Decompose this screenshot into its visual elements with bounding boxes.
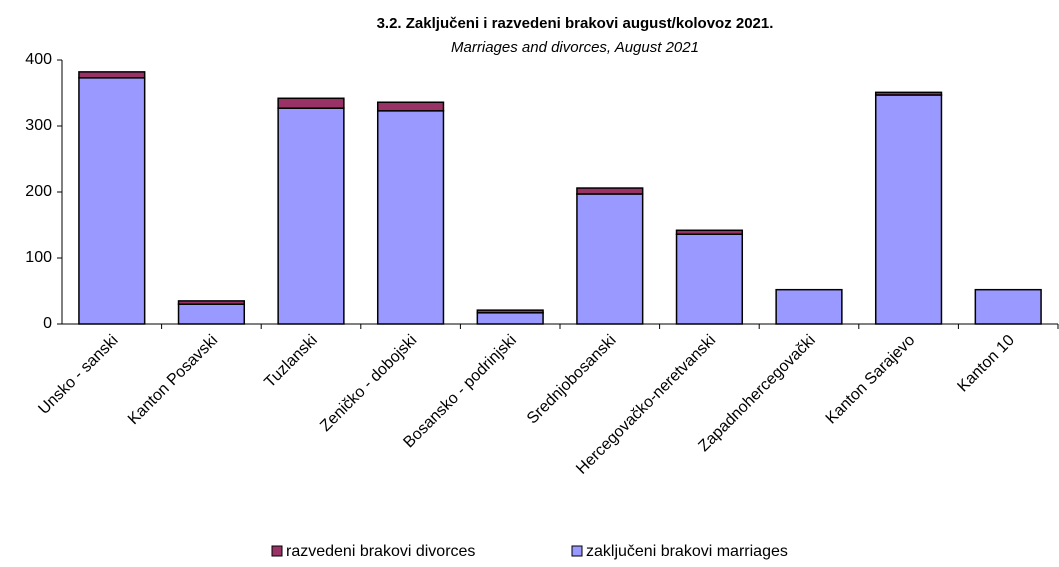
bar-segment [78,71,146,79]
bar-segment [376,110,445,325]
x-tick-label: Zapadnohercegovački [695,332,818,455]
legend-label: razvedeni brakovi divorces [286,543,475,560]
x-tick-label: Tuzlanski [261,332,320,391]
y-tick-label: 0 [43,315,52,332]
bar-segment [874,94,943,325]
chart-title: 3.2. Zaključeni i razvedeni brakovi augu… [377,15,774,32]
legend-swatch [571,545,583,557]
bar-segment [974,288,1042,325]
y-tick-label: 100 [25,249,52,266]
bar-segment [476,309,544,314]
x-tick-label: Kanton Sarajevo [823,332,919,428]
bar-segment [775,288,843,325]
bar-segment [874,91,943,96]
x-tick-label: Unsko - sanski [35,332,121,418]
y-tick-label: 400 [25,51,52,68]
bar-segment [576,187,644,195]
bar-segment [277,97,345,109]
bar-segment [476,312,544,325]
bar-segment [277,107,345,325]
bar-segment [576,193,644,325]
bar-segment [675,233,744,325]
legend-swatch [271,545,283,557]
x-tick-label: Kanton Posavski [125,332,221,428]
y-tick-label: 200 [25,183,52,200]
bar-segment [78,77,146,325]
x-tick-label: Bosansko - podrinjski [400,332,520,452]
bar-segment [177,300,246,305]
x-tick-label: Kanton 10 [954,332,1018,396]
chart-subtitle: Marriages and divorces, August 2021 [451,39,699,56]
bar-segment [376,101,445,112]
x-tick-label: Zeničko - dobojski [317,332,420,435]
x-tick-label: Srednjobosanski [524,332,620,428]
legend-label: zaključeni brakovi marriages [586,543,788,560]
y-tick-label: 300 [25,117,52,134]
bar-segment [177,303,246,325]
bar-segment [675,229,744,235]
